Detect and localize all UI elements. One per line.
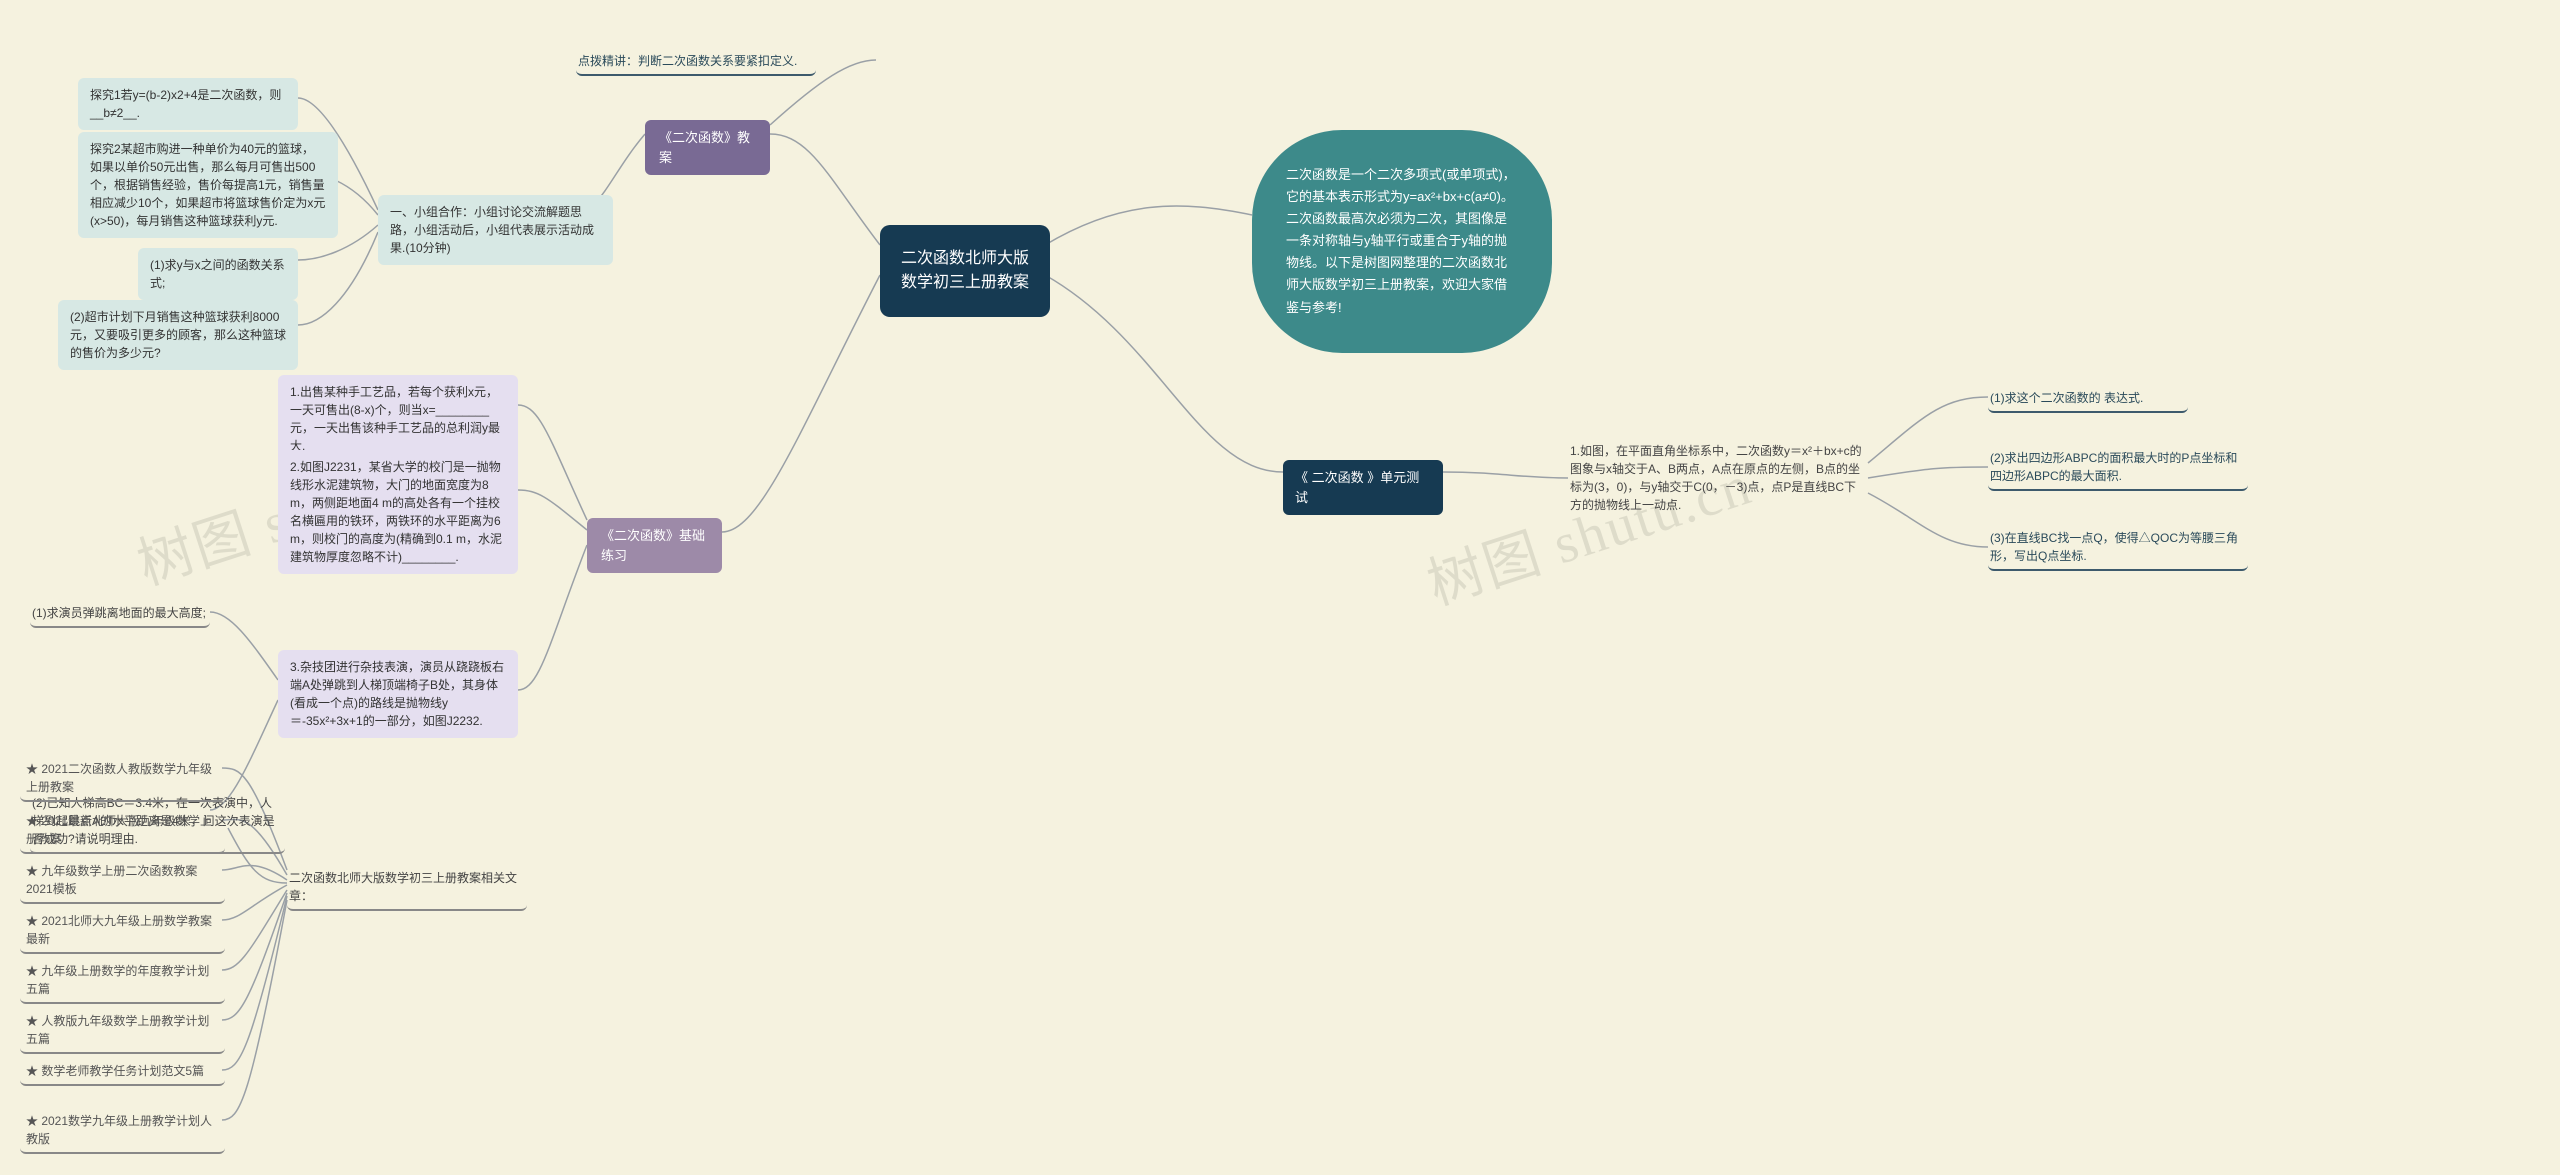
root-node[interactable]: 二次函数北师大版数学初三上册教案 [880,225,1050,317]
jiaoan-e1: 探究1若y=(b-2)x2+4是二次函数，则__b≠2__. [78,78,298,130]
rel1: ★ 2021最新北师大版九年级数学上册教案 [26,814,212,846]
p1-text: 1.出售某种手工艺品，若每个获利x元，一天可售出(8-x)个，则当x=_____… [290,385,500,453]
rel0: ★ 2021二次函数人教版数学九年级上册教案 [26,762,212,794]
unit-test-q1: (1)求这个二次函数的 表达式. [1988,385,2188,413]
unit-test-stem-text: 1.如图，在平面直角坐标系中，二次函数y＝x²＋bx+c的图象与x轴交于A、B两… [1570,444,1862,512]
unit-test-q2: (2)求出四边形ABPC的面积最大时的P点坐标和四边形ABPC的最大面积. [1988,445,2248,491]
e2-text: 探究2某超市购进一种单价为40元的篮球，如果以单价50元出售，那么每月可售出50… [90,142,325,228]
lianxi-p2: 2.如图J2231，某省大学的校门是一抛物线形水泥建筑物，大门的地面宽度为8 m… [278,450,518,574]
jiaoan-branch[interactable]: 《二次函数》教案 [645,120,770,175]
e3-text: (1)求y与x之间的函数关系式; [150,258,285,290]
lianxi-p3: 3.杂技团进行杂技表演，演员从跷跷板右端A处弹跳到人梯顶端椅子B处，其身体(看成… [278,650,518,738]
rel7: ★ 2021数学九年级上册教学计划人教版 [26,1114,212,1146]
rel5: ★ 人教版九年级数学上册教学计划五篇 [26,1014,209,1046]
related-title: 二次函数北师大版数学初三上册教案相关文章： [287,865,527,911]
related-item-3[interactable]: ★ 2021北师大九年级上册数学教案最新 [20,908,225,954]
related-item-6[interactable]: ★ 数学老师教学任务计划范文5篇 [20,1058,225,1086]
jiaoan-e2: 探究2某超市购进一种单价为40元的篮球，如果以单价50元出售，那么每月可售出50… [78,132,338,238]
jiaoan-tip-text: 点拨精讲：判断二次函数关系要紧扣定义. [578,54,797,68]
related-item-1[interactable]: ★ 2021最新北师大版九年级数学上册教案 [20,808,225,854]
unit-test-q3: (3)在直线BC找一点Q，使得△QOC为等腰三角形，写出Q点坐标. [1988,525,2248,571]
q3-text: (3)在直线BC找一点Q，使得△QOC为等腰三角形，写出Q点坐标. [1990,531,2238,563]
rel4: ★ 九年级上册数学的年度教学计划五篇 [26,964,209,996]
rel3: ★ 2021北师大九年级上册数学教案最新 [26,914,212,946]
related-item-4[interactable]: ★ 九年级上册数学的年度教学计划五篇 [20,958,225,1004]
p3-text: 3.杂技团进行杂技表演，演员从跷跷板右端A处弹跳到人梯顶端椅子B处，其身体(看成… [290,660,504,728]
jiaoan-e4: (2)超市计划下月销售这种篮球获利8000元，又要吸引更多的顾客，那么这种篮球的… [58,300,298,370]
jiaoan-group: 一、小组合作：小组讨论交流解题思路，小组活动后，小组代表展示活动成果.(10分钟… [378,195,613,265]
related-title-text: 二次函数北师大版数学初三上册教案相关文章： [289,871,517,903]
root-title: 二次函数北师大版数学初三上册教案 [901,250,1029,291]
e4-text: (2)超市计划下月销售这种篮球获利8000元，又要吸引更多的顾客，那么这种篮球的… [70,310,286,360]
lianxi-title: 《二次函数》基础练习 [601,528,705,563]
unit-test-title: 《 二次函数 》单元测试 [1295,470,1419,505]
jiaoan-e3: (1)求y与x之间的函数关系式; [138,248,298,300]
related-item-7[interactable]: ★ 2021数学九年级上册教学计划人教版 [20,1108,225,1154]
unit-test-stem: 1.如图，在平面直角坐标系中，二次函数y＝x²＋bx+c的图象与x轴交于A、B两… [1568,438,1868,518]
related-item-5[interactable]: ★ 人教版九年级数学上册教学计划五篇 [20,1008,225,1054]
e1-text: 探究1若y=(b-2)x2+4是二次函数，则__b≠2__. [90,88,281,120]
lianxi-branch[interactable]: 《二次函数》基础练习 [587,518,722,573]
q2-text: (2)求出四边形ABPC的面积最大时的P点坐标和四边形ABPC的最大面积. [1990,451,2237,483]
jiaoan-tip: 点拨精讲：判断二次函数关系要紧扣定义. [576,48,816,76]
p2-text: 2.如图J2231，某省大学的校门是一抛物线形水泥建筑物，大门的地面宽度为8 m… [290,460,502,564]
related-item-2[interactable]: ★ 九年级数学上册二次函数教案2021模板 [20,858,225,904]
jiaoan-group-text: 一、小组合作：小组讨论交流解题思路，小组活动后，小组代表展示活动成果.(10分钟… [390,205,594,255]
lianxi-p3a: (1)求演员弹跳离地面的最大高度; [30,600,210,628]
rel2: ★ 九年级数学上册二次函数教案2021模板 [26,864,197,896]
rel6: ★ 数学老师教学任务计划范文5篇 [26,1064,204,1078]
intro-node[interactable]: 二次函数是一个二次多项式(或单项式)，它的基本表示形式为y=ax²+bx+c(a… [1252,130,1552,353]
p3a-text: (1)求演员弹跳离地面的最大高度; [32,606,206,620]
unit-test-branch[interactable]: 《 二次函数 》单元测试 [1283,460,1443,515]
related-item-0[interactable]: ★ 2021二次函数人教版数学九年级上册教案 [20,756,225,802]
q1-text: (1)求这个二次函数的 表达式. [1990,391,2143,405]
intro-text: 二次函数是一个二次多项式(或单项式)，它的基本表示形式为y=ax²+bx+c(a… [1286,167,1516,315]
jiaoan-title: 《二次函数》教案 [659,130,750,165]
